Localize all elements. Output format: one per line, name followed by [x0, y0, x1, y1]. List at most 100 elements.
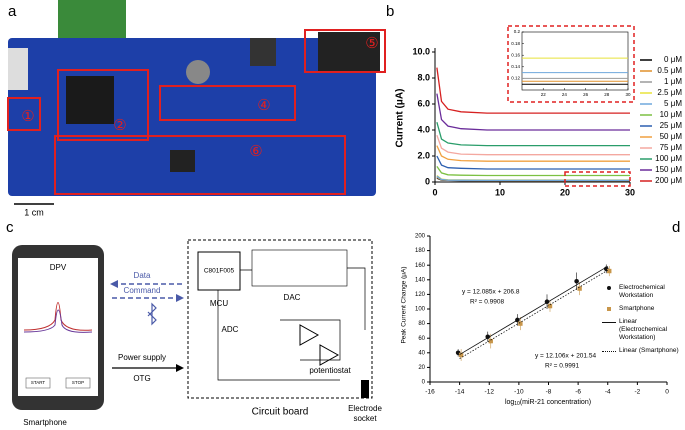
legend-label: 5 μM	[664, 99, 682, 108]
y-tick-label: 160	[415, 263, 426, 269]
phone-title: DPV	[50, 263, 67, 272]
y-tick-label: 6.0	[417, 98, 430, 108]
marker: ②	[113, 117, 126, 134]
series-line	[436, 166, 630, 177]
btn	[25, 377, 51, 389]
y-tick-label: 10.0	[412, 46, 430, 56]
block-label: ADC	[222, 325, 239, 334]
x-tick-label: -10	[514, 389, 524, 396]
annotation: y = 12.106x + 201.54	[535, 353, 596, 360]
series-line	[436, 145, 630, 162]
header	[250, 38, 276, 66]
point	[518, 321, 523, 326]
legend-label: Smartphone	[619, 305, 655, 312]
legend-label: 10 μM	[660, 110, 683, 119]
series-line	[436, 134, 630, 156]
marker: ⑤	[365, 35, 378, 52]
x-tick-label: -6	[575, 389, 581, 396]
y-axis-label: Peak Current Change (μA)	[401, 266, 408, 343]
inset-axes	[521, 31, 629, 91]
x-axis-label: log10(miR-21 concentration)	[505, 399, 591, 407]
link-label: OTG	[133, 374, 150, 383]
arrowhead	[176, 294, 184, 302]
opamp	[319, 344, 340, 366]
x-tick-label: 20	[560, 187, 570, 197]
panel-label: c	[6, 219, 14, 236]
arrowhead	[110, 280, 118, 288]
series-line	[436, 67, 630, 114]
circuit-box	[187, 239, 373, 399]
x-axis-label-part: (miR-21 concentration)	[520, 399, 591, 406]
inset-x-tick-label: 26	[583, 92, 589, 97]
y-tick-label: 2.0	[417, 150, 430, 160]
legend-label: 2.5 μM	[657, 88, 682, 97]
y-tick-label: 120	[415, 292, 426, 298]
y-tick-label: 180	[415, 248, 426, 254]
point	[458, 352, 464, 358]
legend-label: Electrochemical Workstation	[619, 284, 665, 299]
inductor	[170, 150, 195, 172]
legend-label: 50 μM	[660, 132, 683, 141]
annotation: R² = 0.9908	[470, 299, 505, 306]
point	[607, 268, 612, 274]
inset-line	[522, 72, 628, 74]
caption: Circuit board	[252, 407, 309, 418]
inset-frame	[507, 25, 635, 103]
caption: socket	[353, 414, 377, 423]
module	[58, 0, 126, 42]
wires	[217, 267, 366, 381]
series-line	[436, 174, 630, 181]
button	[186, 60, 210, 84]
socket	[8, 48, 28, 90]
x-tick-label: 0	[432, 187, 437, 197]
curve	[23, 309, 93, 333]
legend-label: Linear (Electrochemical Workstation)	[619, 318, 668, 341]
legend-label: 0 μM	[664, 55, 682, 64]
system-diagram	[12, 239, 373, 410]
x-tick-label: 30	[625, 187, 635, 197]
mcu-chip	[197, 251, 241, 291]
block-label: potentiostat	[309, 366, 351, 375]
series-line	[436, 155, 630, 170]
legend-entry: Linear (Smartphone)	[602, 347, 684, 355]
inset-y-tick-label: 0.2	[514, 29, 521, 34]
x-tick-label: -12	[485, 389, 495, 396]
inset-x-tick-label: 22	[541, 92, 547, 97]
y-tick-label: 100	[415, 307, 426, 313]
legend-label: Linear (Smartphone)	[619, 347, 679, 354]
caption: Electrode	[348, 404, 382, 413]
x-tick-label: -16	[425, 389, 435, 396]
series-line	[436, 122, 630, 147]
annotation: R² = 0.9991	[545, 363, 580, 370]
legend-swatch	[602, 347, 616, 355]
x-tick-label: 10	[495, 187, 505, 197]
bluetooth	[147, 302, 157, 326]
fit-line	[459, 265, 608, 355]
inset-y-tick-label: 0.16	[511, 52, 520, 57]
y-tick-label: 4.0	[417, 124, 430, 134]
inset-x-tick-label: 24	[562, 92, 568, 97]
legend-label: 0.5 μM	[657, 66, 682, 75]
x-axis-label-part: log	[505, 399, 514, 406]
inset-y-tick-label: 0.18	[511, 41, 520, 46]
x-tick-label: 0	[665, 389, 669, 396]
series-line	[436, 93, 630, 131]
point	[485, 334, 491, 340]
connector	[318, 32, 380, 72]
y-tick-label: 0	[425, 176, 430, 186]
arrowhead	[176, 364, 184, 372]
y-tick-label: 20	[418, 365, 425, 371]
inset-y-tick-label: 0.14	[511, 64, 520, 69]
marker: ①	[21, 108, 34, 125]
inset-line	[522, 77, 628, 79]
inset-line	[522, 80, 628, 82]
legend-label: 1 μM	[664, 77, 682, 86]
y-tick-label: 200	[415, 234, 426, 240]
panel-label: b	[386, 3, 394, 20]
inset-x-tick-label: 30	[625, 92, 631, 97]
dac-block	[251, 249, 348, 287]
marker: ⑥	[249, 143, 262, 160]
boxes	[7, 29, 386, 195]
